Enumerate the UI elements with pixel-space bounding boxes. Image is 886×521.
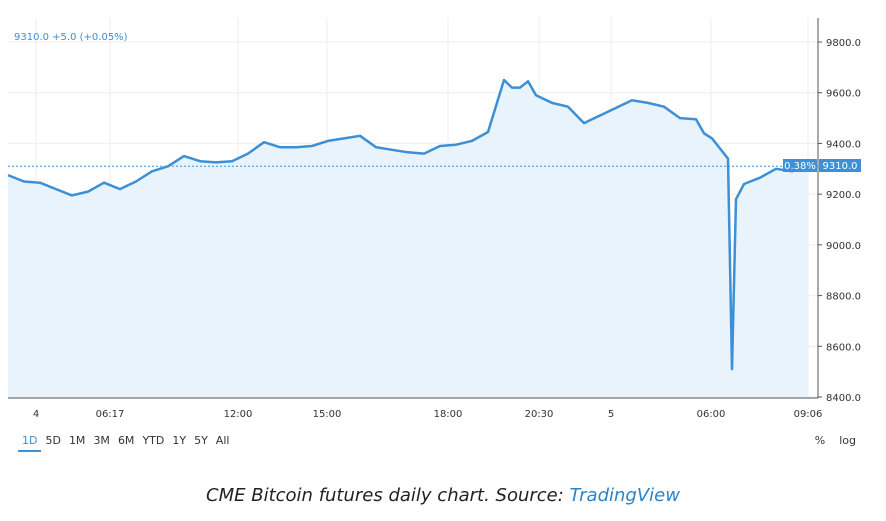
current-price-marker: 0.38% 9310.0 (783, 159, 861, 172)
x-tick-label: 4 (33, 409, 39, 420)
range-button-1m[interactable]: 1M (68, 434, 86, 447)
range-button-all[interactable]: All (215, 434, 230, 447)
x-tick-label: 06:17 (96, 409, 125, 420)
price-area-fill (8, 80, 808, 398)
x-tick-label: 09:06 (794, 409, 823, 420)
x-tick-label: 12:00 (224, 409, 253, 420)
range-button-1y[interactable]: 1Y (172, 434, 187, 447)
percent-scale-button[interactable]: % (814, 434, 826, 447)
y-tick-label: 9400.0 (826, 139, 861, 150)
price-line (7, 78, 809, 371)
figure-caption: CME Bitcoin futures daily chart. Source:… (0, 485, 886, 506)
range-button-5y[interactable]: 5Y (194, 434, 208, 447)
current-price-badge (819, 159, 861, 172)
x-tick-label: 06:00 (697, 409, 726, 420)
y-tick-label: 9000.0 (826, 241, 861, 252)
log-scale-button[interactable]: log (839, 434, 856, 447)
y-tick-label: 9800.0 (826, 38, 861, 49)
range-button-3m[interactable]: 3M (93, 434, 110, 447)
pct-change-badge (783, 159, 817, 172)
y-tick-label: 8800.0 (826, 292, 861, 303)
x-tick-label: 18:00 (434, 409, 463, 420)
current-price-label: 9310.0 (823, 161, 858, 172)
scale-toolbar: % log (815, 432, 856, 450)
caption-text: CME Bitcoin futures daily chart. Source: (206, 485, 570, 506)
y-tick-label: 8400.0 (826, 393, 861, 404)
x-tick-label: 15:00 (313, 409, 342, 420)
range-button-1d[interactable]: 1D (18, 432, 42, 452)
x-tick-label: 20:30 (525, 409, 554, 420)
price-header: 9310.0 +5.0 (+0.05%) (14, 32, 128, 43)
caption-source-link[interactable]: TradingView (569, 485, 680, 506)
x-tick-label: 5 (608, 409, 614, 420)
pct-change-label: 0.38% (784, 161, 816, 172)
y-axis: 9800.0 9600.0 9400.0 9200.0 9000.0 8800.0 8600… (818, 38, 861, 404)
range-button-6m[interactable]: 6M (117, 434, 135, 447)
y-tick-label: 8600.0 (826, 342, 861, 353)
y-tick-label: 9200.0 (826, 190, 861, 201)
range-button-5d[interactable]: 5D (45, 434, 61, 447)
range-toolbar: 1D 5D 1M 3M 6M YTD 1Y 5Y All (18, 432, 233, 452)
y-tick-label: 9600.0 (826, 89, 861, 100)
price-chart: 9800.0 9600.0 9400.0 9200.0 9000.0 8800.0 8600… (7, 18, 861, 420)
range-button-ytd[interactable]: YTD (142, 434, 165, 447)
x-axis: 4 06:17 12:00 15:00 18:00 20:30 5 06:00 09:06 (33, 409, 823, 420)
